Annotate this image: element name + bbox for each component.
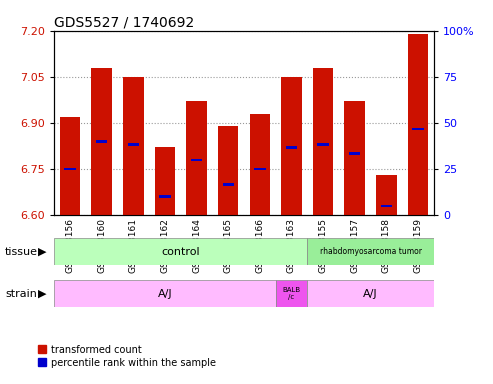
Bar	[408, 34, 428, 215]
Bar	[307, 280, 434, 307]
Text: control: control	[161, 247, 200, 257]
Bar	[286, 146, 297, 149]
Bar	[155, 147, 175, 215]
Bar	[96, 140, 107, 142]
Bar	[376, 175, 397, 215]
Bar	[218, 126, 239, 215]
Bar	[313, 68, 333, 215]
Text: GDS5527 / 1740692: GDS5527 / 1740692	[54, 16, 194, 30]
Bar	[349, 152, 360, 155]
Bar	[54, 238, 307, 265]
Bar	[186, 101, 207, 215]
Bar	[345, 101, 365, 215]
Text: ▶: ▶	[37, 289, 46, 299]
Text: BALB
/c: BALB /c	[282, 287, 301, 300]
Bar	[276, 280, 307, 307]
Text: ▶: ▶	[37, 247, 46, 257]
Bar	[249, 114, 270, 215]
Bar	[191, 159, 202, 161]
Bar	[222, 183, 234, 185]
Bar	[65, 168, 76, 170]
Bar	[307, 238, 434, 265]
Bar	[412, 128, 423, 130]
Bar	[317, 143, 329, 146]
Bar	[281, 77, 302, 215]
Bar	[381, 205, 392, 207]
Bar	[60, 117, 80, 215]
Bar	[54, 280, 276, 307]
Text: tissue: tissue	[5, 247, 38, 257]
Legend: transformed count, percentile rank within the sample: transformed count, percentile rank withi…	[35, 341, 220, 371]
Bar	[128, 143, 139, 146]
Text: rhabdomyosarcoma tumor: rhabdomyosarcoma tumor	[319, 247, 422, 256]
Bar	[123, 77, 143, 215]
Bar	[159, 195, 171, 198]
Bar	[254, 168, 266, 170]
Bar	[91, 68, 112, 215]
Text: A/J: A/J	[158, 289, 172, 299]
Text: strain: strain	[5, 289, 37, 299]
Text: A/J: A/J	[363, 289, 378, 299]
